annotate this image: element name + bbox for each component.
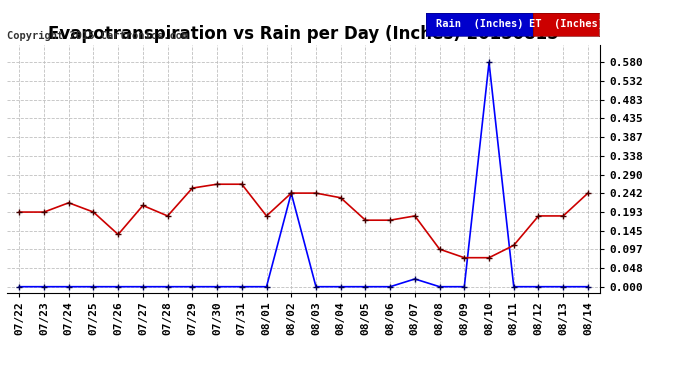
Text: Copyright 2015 Cartronics.com: Copyright 2015 Cartronics.com bbox=[7, 32, 188, 41]
Text: Rain  (Inches): Rain (Inches) bbox=[436, 20, 524, 29]
Text: ET  (Inches): ET (Inches) bbox=[529, 20, 604, 29]
Title: Evapotranspiration vs Rain per Day (Inches) 20150815: Evapotranspiration vs Rain per Day (Inch… bbox=[48, 26, 559, 44]
